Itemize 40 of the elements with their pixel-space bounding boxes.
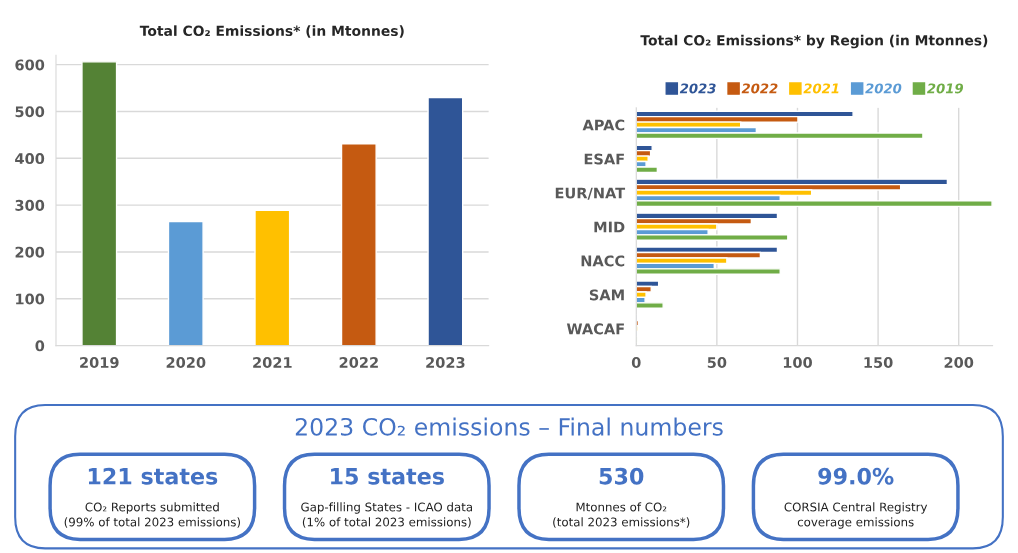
legend-label: 2020	[865, 83, 902, 94]
x-tick-label: 50	[707, 356, 727, 369]
x-tick-label: 2019	[80, 356, 119, 369]
y-tick-label: NACC	[581, 255, 625, 267]
y-tick-label: 200	[15, 246, 45, 258]
legend-label: 2021	[803, 83, 839, 94]
y-tick-label: 300	[15, 199, 45, 211]
text: Gap-filling States - ICAO data (1% of total 2023 emissions)	[301, 502, 472, 528]
y-tick-label: 500	[15, 106, 45, 118]
legend-label: 2019	[926, 83, 964, 94]
text: 121 states	[88, 467, 218, 485]
y-tick-label: WACAF	[566, 323, 624, 335]
text: 2023 CO₂ emissions – Final numbers	[295, 417, 723, 436]
chart-title: Total CO₂ Emissions* by Region (in Mtonnes)	[640, 34, 988, 49]
y-tick-label: APAC	[582, 119, 625, 131]
text: 15 states	[331, 468, 444, 485]
y-tick-label: 100	[16, 293, 45, 305]
y-tick-label: SAM	[589, 289, 624, 301]
x-tick-label: 100	[783, 356, 812, 369]
chart-title: Total CO₂ Emissions* (in Mtonnes)	[139, 25, 404, 38]
legend-label: 2023	[679, 83, 716, 94]
x-tick-label: 200	[944, 356, 974, 369]
x-tick-label: 2021	[253, 356, 292, 369]
y-tick-label: ESAF	[584, 153, 624, 165]
text: 530	[599, 467, 644, 485]
x-tick-label: 150	[864, 356, 893, 369]
x-tick-label: 2022	[339, 356, 378, 369]
text: Mtonnes of CO₂ (total 2023 emissions*)	[553, 502, 690, 528]
text: 99.0%	[818, 467, 894, 485]
y-tick-label: 600	[15, 59, 45, 71]
text: CO₂ Reports submitted (99% of total 2023 emissions)	[64, 502, 241, 528]
x-tick-label: 2023	[426, 356, 465, 369]
y-tick-label: 400	[15, 153, 45, 165]
y-tick-label: EUR/NAT	[555, 187, 626, 200]
x-tick-label: 2020	[166, 356, 206, 369]
y-tick-label: MID	[594, 221, 625, 233]
text: CORSIA Central Registry coverage emissions	[784, 502, 928, 529]
y-tick-label: 0	[35, 340, 45, 352]
x-tick-label: 0	[631, 356, 641, 369]
legend-label: 2022	[741, 83, 778, 94]
